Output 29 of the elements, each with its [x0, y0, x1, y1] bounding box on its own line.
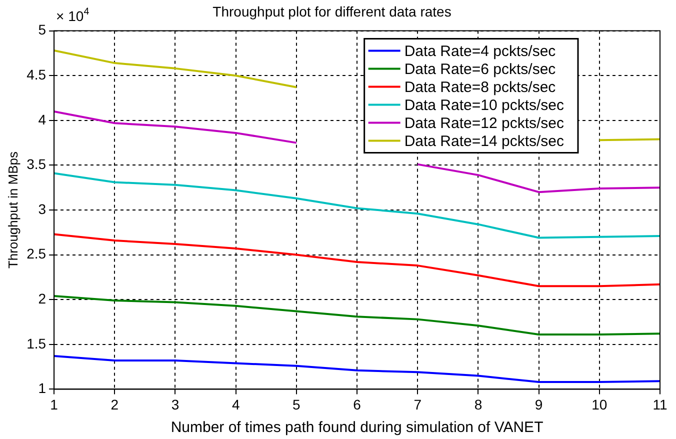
x-tick-label: 7 [414, 396, 422, 412]
y-tick-label: 1 [38, 380, 46, 396]
x-axis-title: Number of times path found during simulation of VANET [170, 419, 544, 436]
y-tick-label: 1.5 [26, 335, 46, 352]
chart-title: Throughput plot for different data rates [212, 3, 452, 20]
y-tick-label: 4 [38, 111, 46, 128]
x-tick-label: 1 [50, 396, 58, 412]
x-tick-label: 2 [110, 396, 119, 412]
x-tick-label: 6 [353, 396, 362, 412]
legend-label: Data Rate=4 pckts/sec [404, 42, 556, 60]
legend-label: Data Rate=10 pckts/sec [404, 96, 564, 114]
x-tick-label: 4 [232, 396, 240, 412]
legend-label: Data Rate=8 pckts/sec [404, 78, 556, 96]
y-tick-label: 4.5 [26, 66, 46, 82]
x-tick-label: 10 [592, 396, 608, 412]
x-tick-label: 9 [534, 396, 543, 412]
y-tick-label: 2.5 [26, 246, 46, 262]
x-tick-label: 11 [652, 396, 668, 412]
x-tick-label: 3 [171, 396, 180, 412]
y-axis-title: Throughput in MBps [5, 150, 20, 269]
y-tick-label: 3.5 [26, 156, 46, 172]
y-tick-label: 3 [38, 200, 46, 217]
legend-label: Data Rate=6 pckts/sec [404, 60, 556, 78]
legend-label: Data Rate=14 pckts/sec [404, 132, 564, 150]
legend-label: Data Rate=12 pckts/sec [404, 114, 564, 132]
y-tick-label: 2 [38, 290, 46, 306]
y-tick-label: 5 [38, 22, 46, 38]
x-tick-label: 5 [292, 396, 301, 412]
x-tick-label: 8 [474, 396, 482, 412]
